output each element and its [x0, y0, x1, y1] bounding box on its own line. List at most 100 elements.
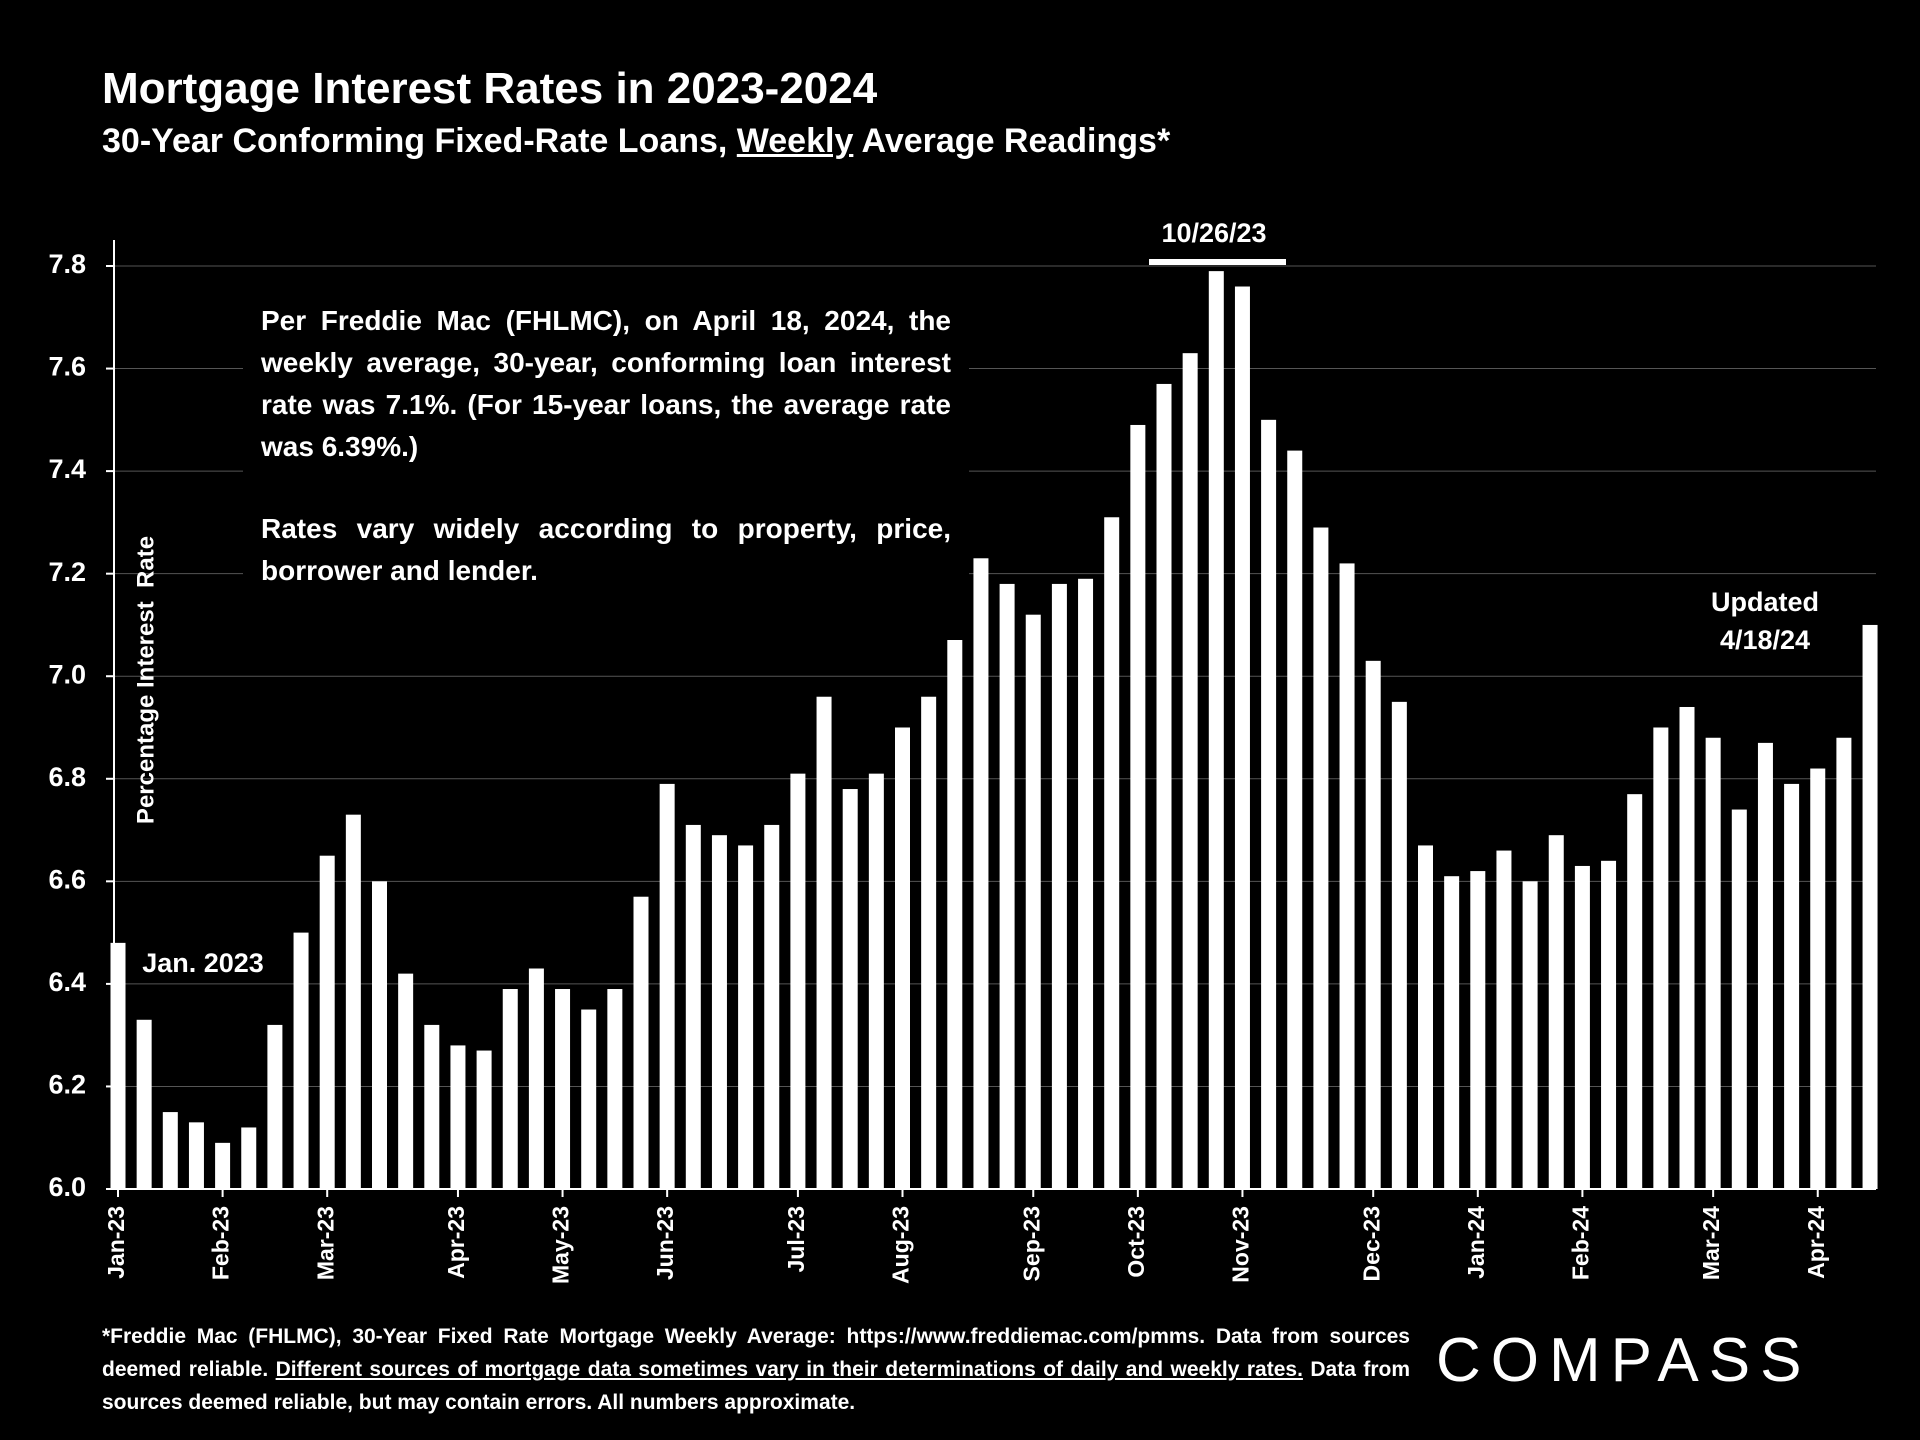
- bar: [1339, 563, 1355, 1189]
- bar: [1444, 876, 1460, 1189]
- x-tick-label: Feb-24: [1567, 1206, 1593, 1280]
- bar: [607, 989, 623, 1189]
- bar: [555, 989, 571, 1189]
- y-tick-label: 7.6: [48, 352, 86, 382]
- bar: [1705, 737, 1721, 1189]
- bar: [711, 835, 727, 1189]
- bar: [1182, 353, 1198, 1189]
- annotation: Updated: [1711, 587, 1819, 617]
- y-tick-label: 7.4: [48, 454, 86, 484]
- bar: [502, 989, 518, 1189]
- bar: [267, 1024, 283, 1189]
- y-tick-label: 6.8: [48, 762, 86, 792]
- note-text: Rates vary widely according to property,…: [261, 513, 951, 586]
- y-axis-label: Percentage Interest Rate: [132, 536, 159, 824]
- y-tick-label: 6.0: [48, 1172, 86, 1202]
- bar: [659, 783, 675, 1189]
- chart-title: Mortgage Interest Rates in 2023-2024: [102, 64, 878, 113]
- bar: [685, 824, 701, 1189]
- note-text: Per Freddie Mac (FHLMC), on April 18, 20…: [261, 305, 951, 462]
- bar: [868, 773, 884, 1189]
- x-tick-label: Jul-23: [783, 1206, 809, 1272]
- y-tick-label: 6.2: [48, 1070, 86, 1100]
- footer-part: Different sources of mortgage data somet…: [275, 1358, 1303, 1381]
- logo: COMPASS: [1436, 1326, 1812, 1395]
- annotation: 10/26/23: [1161, 218, 1266, 248]
- bar: [1234, 286, 1250, 1189]
- y-tick-label: 6.6: [48, 864, 86, 894]
- y-tick-label: 7.8: [48, 249, 86, 279]
- bar: [215, 1142, 231, 1189]
- bar: [1208, 271, 1224, 1189]
- bar: [842, 789, 858, 1189]
- x-tick-label: May-23: [548, 1206, 574, 1284]
- bar: [1522, 881, 1538, 1189]
- bar: [738, 845, 754, 1189]
- bar: [424, 1024, 440, 1189]
- bar: [293, 932, 309, 1189]
- x-tick-label: Aug-23: [888, 1206, 914, 1284]
- bar: [1862, 624, 1878, 1189]
- bar: [188, 1122, 204, 1189]
- bar: [1653, 727, 1669, 1189]
- bar: [999, 583, 1015, 1189]
- bar: [1365, 660, 1381, 1189]
- bar: [1784, 783, 1800, 1189]
- bar: [345, 814, 361, 1189]
- annotation: Jan. 2023: [142, 948, 264, 978]
- bar: [1313, 527, 1329, 1189]
- bar: [241, 1127, 257, 1189]
- x-tick-label: Mar-24: [1698, 1206, 1724, 1280]
- bar: [1391, 701, 1407, 1189]
- bar: [1548, 835, 1564, 1189]
- bar: [1757, 742, 1773, 1189]
- bar: [1287, 450, 1303, 1190]
- bar: [816, 696, 832, 1189]
- bar: [1418, 845, 1433, 1189]
- bar: [1574, 865, 1590, 1189]
- bar: [1078, 578, 1094, 1189]
- x-tick-label: Jan-23: [103, 1206, 129, 1279]
- bar: [1810, 768, 1826, 1189]
- bar: [162, 1112, 178, 1189]
- bar: [110, 942, 126, 1189]
- x-tick-label: Jun-23: [652, 1206, 678, 1280]
- bar: [1104, 517, 1120, 1189]
- x-tick-label: Dec-23: [1358, 1206, 1384, 1281]
- subtitle-part: Average Readings*: [853, 122, 1171, 160]
- y-tick-label: 7.0: [48, 659, 86, 689]
- bar: [764, 824, 780, 1189]
- bar: [1836, 737, 1852, 1189]
- y-tick-label: 7.2: [48, 557, 86, 587]
- bar: [581, 1009, 597, 1189]
- bar: [1156, 383, 1172, 1189]
- bar: [136, 1019, 152, 1189]
- footer-part: *Freddie Mac (FHLMC), 30-Year Fixed Rate…: [102, 1325, 1410, 1381]
- bar: [1679, 706, 1695, 1189]
- bar: [476, 1050, 492, 1189]
- bar: [1470, 871, 1486, 1189]
- bar: [1051, 583, 1067, 1189]
- x-tick-label: Nov-23: [1228, 1206, 1254, 1283]
- x-tick-label: Oct-23: [1123, 1206, 1149, 1278]
- x-tick-label: Apr-24: [1803, 1206, 1829, 1279]
- bar: [1731, 809, 1747, 1189]
- bar: [450, 1045, 466, 1189]
- subtitle-part: 30-Year Conforming Fixed-Rate Loans,: [102, 122, 737, 160]
- bar: [1130, 424, 1146, 1189]
- bar: [790, 773, 806, 1189]
- x-tick-label: Mar-23: [312, 1206, 338, 1280]
- note-box: Per Freddie Mac (FHLMC), on April 18, 20…: [243, 292, 969, 640]
- x-tick-label: Jan-24: [1463, 1206, 1489, 1279]
- bar: [1261, 419, 1277, 1189]
- x-tick-label: Sep-23: [1018, 1206, 1044, 1281]
- bar: [947, 630, 963, 1189]
- x-tick-label: Apr-23: [443, 1206, 469, 1279]
- footer-part: Data from sources deemed reliable, but m…: [102, 1358, 1410, 1414]
- subtitle-part: Weekly: [736, 122, 854, 160]
- bar: [1601, 860, 1617, 1189]
- annotation: 4/18/24: [1720, 625, 1810, 655]
- bar: [319, 855, 335, 1189]
